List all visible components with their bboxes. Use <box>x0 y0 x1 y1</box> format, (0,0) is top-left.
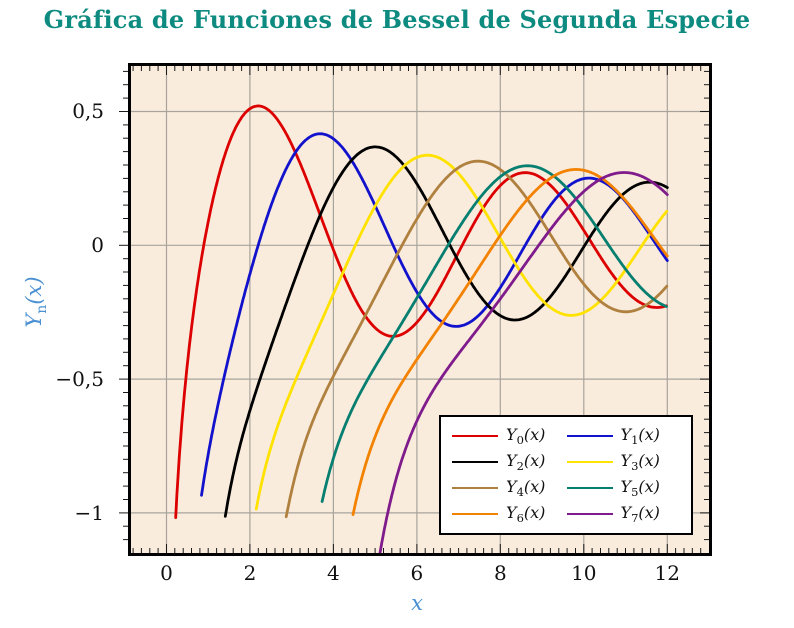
legend-label-Y2: Y2(x) <box>506 450 546 474</box>
x-axis-title: x <box>387 591 447 615</box>
x-tick-label-0: 0 <box>160 561 173 585</box>
legend-label-Y0: Y0(x) <box>506 424 546 448</box>
legend-label-Y1: Y1(x) <box>620 424 660 448</box>
x-tick-label-10: 10 <box>571 561 597 585</box>
legend-item-Y7: Y7(x) <box>566 501 682 527</box>
series-curve-Y1 <box>200 132 669 497</box>
y-axis-title-sub: n <box>34 304 51 314</box>
legend-label-Y6: Y6(x) <box>506 502 546 526</box>
series-curve-Y6 <box>351 168 669 517</box>
x-tick-label-2: 2 <box>243 561 257 585</box>
x-axis-title-text: x <box>411 591 423 615</box>
legend-item-Y1: Y1(x) <box>566 423 682 449</box>
x-tick-label-12: 12 <box>654 561 680 585</box>
legend-item-Y2: Y2(x) <box>452 449 567 475</box>
legend-swatch-Y2 <box>452 461 498 463</box>
y-axis-title: Yn(x) <box>6 252 66 352</box>
legend-swatch-Y0 <box>452 435 498 437</box>
legend-swatch-Y5 <box>566 487 613 489</box>
legend: Y0(x) Y1(x) Y2(x) Y3(x) Y4(x) Y5(x) Y6(x) Y7(x) <box>439 415 693 535</box>
series-curve-Y7 <box>378 171 669 553</box>
y-axis-outside-ticks <box>119 70 128 541</box>
legend-item-Y6: Y6(x) <box>452 501 567 527</box>
legend-swatch-Y3 <box>566 461 613 463</box>
legend-item-Y0: Y0(x) <box>452 423 567 449</box>
series-curve-Y2 <box>223 145 669 518</box>
legend-label-Y7: Y7(x) <box>620 502 660 526</box>
series-curve-Y0 <box>174 104 668 520</box>
legend-swatch-Y6 <box>452 513 498 515</box>
chart-title: Gráfica de Funciones de Bessel de Segund… <box>43 5 751 34</box>
series-curve-Y4 <box>284 159 669 519</box>
legend-item-Y5: Y5(x) <box>566 475 682 501</box>
legend-swatch-Y4 <box>452 487 498 489</box>
legend-swatch-Y1 <box>566 435 613 437</box>
legend-label-Y3: Y3(x) <box>620 450 660 474</box>
series-curve-Y5 <box>320 164 668 503</box>
legend-label-Y5: Y5(x) <box>620 476 660 500</box>
y-tick-label--0.5: −0,5 <box>55 367 104 392</box>
x-tick-label-8: 8 <box>493 561 507 585</box>
y-axis-title-suffix: (x) <box>21 276 46 305</box>
legend-item-Y4: Y4(x) <box>452 475 567 501</box>
plot-svg <box>131 66 709 553</box>
legend-swatch-Y7 <box>566 513 613 515</box>
legend-item-Y3: Y3(x) <box>566 449 682 475</box>
y-tick-label-0.5: 0,5 <box>72 99 104 124</box>
legend-label-Y4: Y4(x) <box>506 476 546 500</box>
x-tick-label-6: 6 <box>410 561 424 585</box>
series-curve-Y3 <box>254 153 669 511</box>
y-tick-label-0: 0 <box>91 233 104 258</box>
y-axis-title-base: Y <box>21 313 46 328</box>
y-tick-label--1: −1 <box>74 500 104 525</box>
x-tick-label-4: 4 <box>327 561 340 585</box>
